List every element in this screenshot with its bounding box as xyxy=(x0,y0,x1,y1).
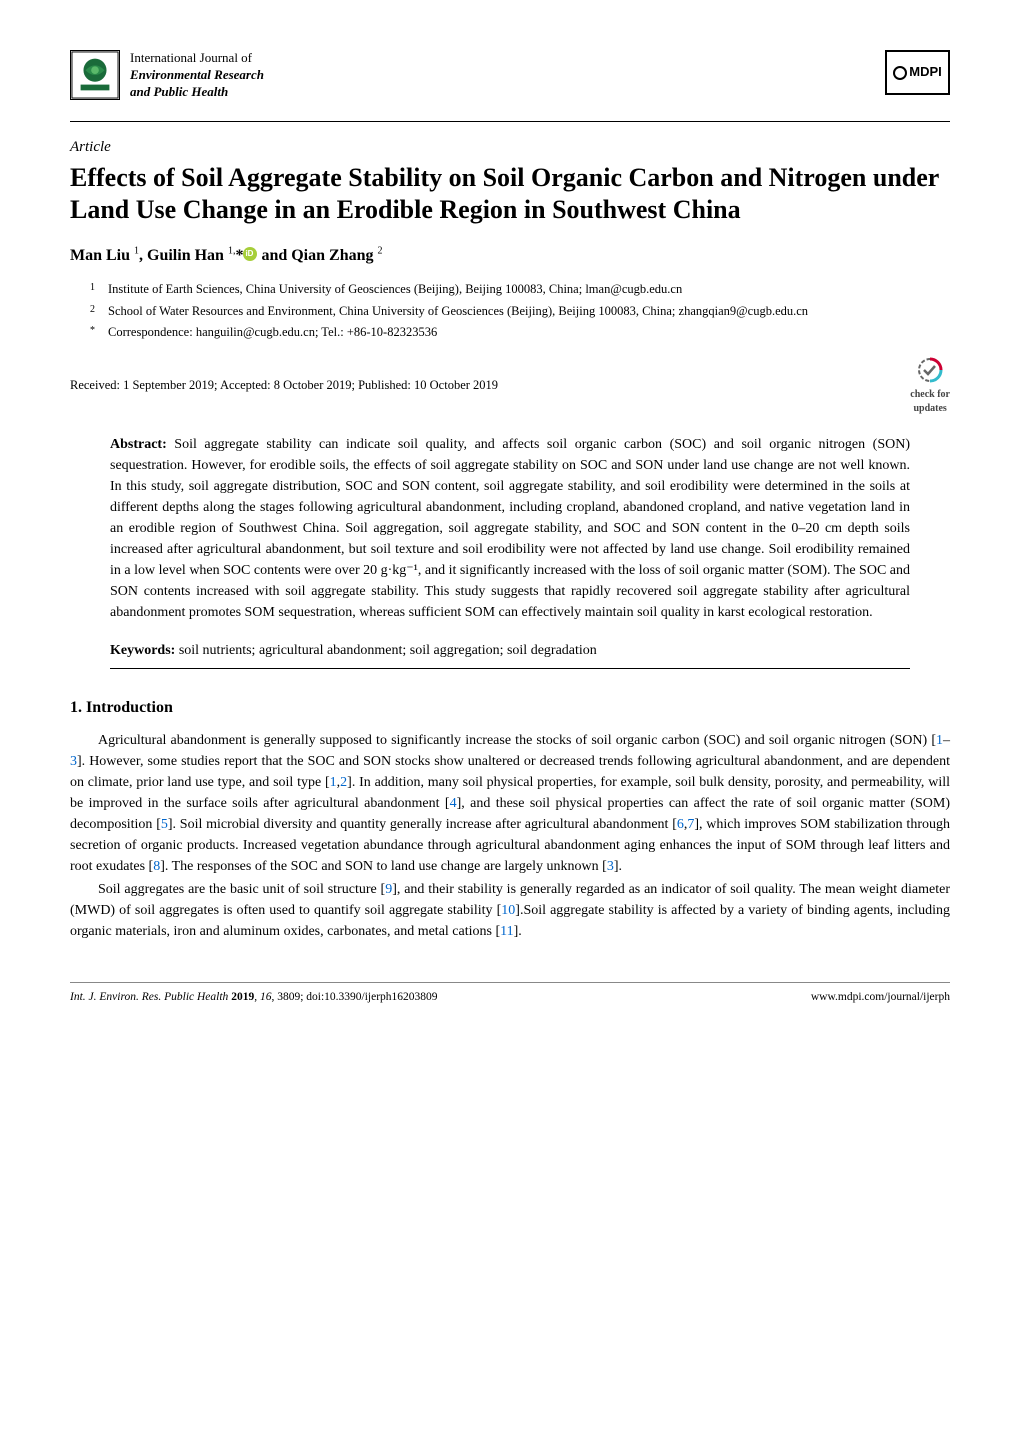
p1-t0: Agricultural abandonment is generally su… xyxy=(98,733,936,748)
p2-t0: Soil aggregates are the basic unit of so… xyxy=(98,882,385,897)
affiliation-item: 1Institute of Earth Sciences, China Univ… xyxy=(90,281,950,299)
keywords-divider xyxy=(110,668,910,669)
dates-row: Received: 1 September 2019; Accepted: 8 … xyxy=(70,356,950,416)
journal-line2: Environmental Research xyxy=(130,67,264,84)
affil-marker: 2 xyxy=(90,303,108,321)
journal-name: International Journal of Environmental R… xyxy=(130,50,264,101)
affiliations: 1Institute of Earth Sciences, China Univ… xyxy=(90,281,950,342)
keywords-label: Keywords: xyxy=(110,643,175,658)
check-text-1: check for xyxy=(910,388,950,402)
publication-dates: Received: 1 September 2019; Accepted: 8 … xyxy=(70,377,498,395)
ref-1b[interactable]: 1 xyxy=(330,775,337,790)
keywords-text: soil nutrients; agricultural abandonment… xyxy=(175,643,596,658)
ref-11[interactable]: 11 xyxy=(500,924,513,939)
abstract-label: Abstract: xyxy=(110,437,167,452)
journal-logo-icon xyxy=(70,50,120,100)
authors-part1: Man Liu 1, Guilin Han 1,* xyxy=(70,247,243,264)
top-divider xyxy=(70,121,950,122)
journal-line3: and Public Health xyxy=(130,84,264,101)
ref-4[interactable]: 4 xyxy=(450,796,457,811)
section-1-heading: 1. Introduction xyxy=(70,697,950,719)
affil-text: Institute of Earth Sciences, China Unive… xyxy=(108,281,950,299)
mdpi-text: MDPI xyxy=(909,63,942,81)
affil-marker: 1 xyxy=(90,281,108,299)
article-type: Article xyxy=(70,137,950,158)
footer-citation: Int. J. Environ. Res. Public Health 2019… xyxy=(70,989,438,1005)
ref-3b[interactable]: 3 xyxy=(607,859,614,874)
ref-1[interactable]: 1 xyxy=(936,733,943,748)
check-updates-icon xyxy=(914,356,946,388)
page-footer: Int. J. Environ. Res. Public Health 2019… xyxy=(70,982,950,1005)
p1-tg: ]. xyxy=(614,859,622,874)
ref-5[interactable]: 5 xyxy=(161,817,168,832)
p1-d1: – xyxy=(943,733,950,748)
affiliation-item: *Correspondence: hanguilin@cugb.edu.cn; … xyxy=(90,324,950,342)
journal-line1: International Journal of xyxy=(130,50,264,67)
authors-part2: and Qian Zhang 2 xyxy=(257,247,382,264)
affil-text: School of Water Resources and Environmen… xyxy=(108,303,950,321)
journal-block: International Journal of Environmental R… xyxy=(70,50,264,101)
authors: Man Liu 1, Guilin Han 1,* and Qian Zhang… xyxy=(70,245,950,268)
intro-para-2: Soil aggregates are the basic unit of so… xyxy=(70,879,950,942)
affiliation-item: 2School of Water Resources and Environme… xyxy=(90,303,950,321)
ref-10[interactable]: 10 xyxy=(501,903,515,918)
publisher-logo: MDPI xyxy=(885,50,950,95)
check-for-updates-badge[interactable]: check for updates xyxy=(910,356,950,416)
ref-6[interactable]: 6 xyxy=(677,817,684,832)
intro-para-1: Agricultural abandonment is generally su… xyxy=(70,730,950,877)
footer-url[interactable]: www.mdpi.com/journal/ijerph xyxy=(811,989,950,1005)
check-text-2: updates xyxy=(913,402,946,416)
p2-tc: ]. xyxy=(514,924,522,939)
abstract: Abstract: Soil aggregate stability can i… xyxy=(110,434,910,623)
affil-marker: * xyxy=(90,324,108,342)
keywords: Keywords: soil nutrients; agricultural a… xyxy=(110,641,910,661)
abstract-text: Soil aggregate stability can indicate so… xyxy=(110,437,910,620)
orcid-icon xyxy=(243,247,257,261)
p1-td: ]. Soil microbial diversity and quantity… xyxy=(168,817,677,832)
header-row: International Journal of Environmental R… xyxy=(70,50,950,101)
article-title: Effects of Soil Aggregate Stability on S… xyxy=(70,162,950,227)
ref-3[interactable]: 3 xyxy=(70,754,77,769)
p1-tf: ]. The responses of the SOC and SON to l… xyxy=(160,859,607,874)
affil-text: Correspondence: hanguilin@cugb.edu.cn; T… xyxy=(108,324,950,342)
mdpi-circle-icon xyxy=(893,66,907,80)
